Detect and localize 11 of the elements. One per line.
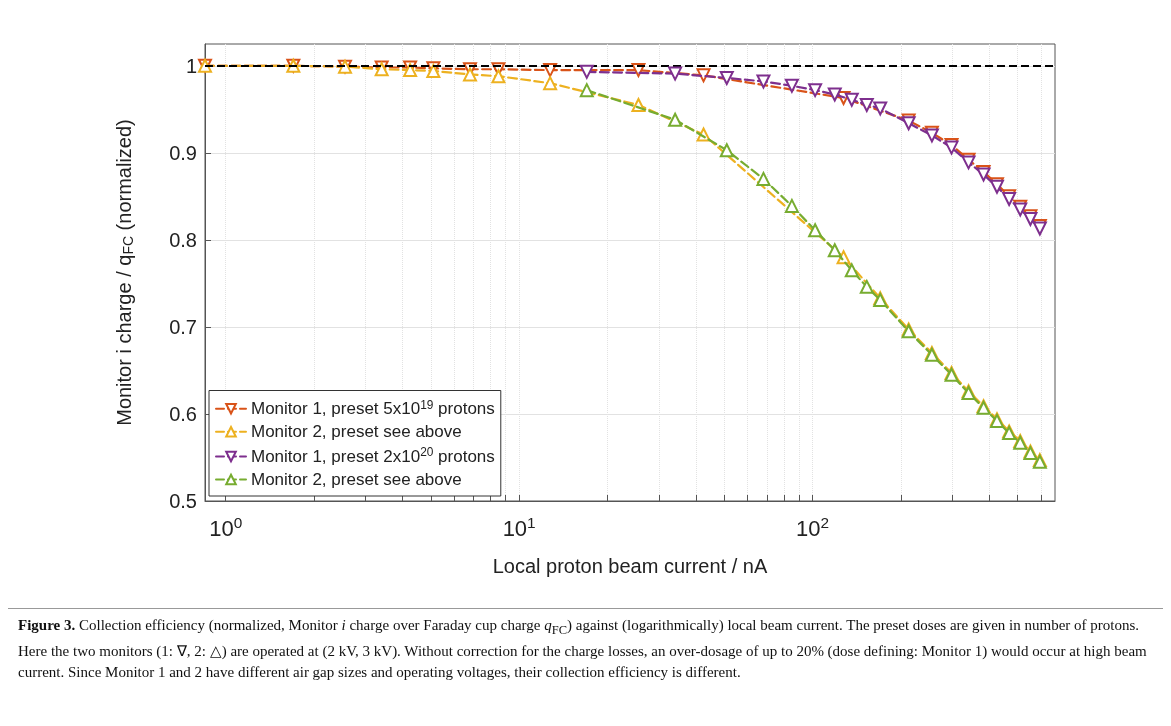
y-tick-label: 0.6 [169,402,197,425]
y-tick-label: 0.9 [169,141,197,164]
y-tick-label: 0.8 [169,228,197,251]
text: Figure 3. Collection efficiency (normalized, Monitor i charge over Faraday cup charge q$_{FC}$) against (logarithmically) local beam current. The preset doses are given in number of protons. Here the two monitors (1: ∇, 2: △) are operated at (2 kV, 3 kV). Without correction for the charge losses, an over-dosage of up to 20% (dose defining: Monitor 1) would occur at high beam current. Since Monitor 1 and 2 have different air gap sizes and operating voltages, their collection efficiency is different. [18,617,1147,680]
x-axis-title: Local proton beam current / nA [492,555,768,577]
y-tick-label: 0.7 [169,315,197,338]
y-axis-title: Monitor i charge / qFC (normalized) [113,119,136,426]
y-tick-label: 1 [185,54,197,77]
legend-label: Monitor 2, preset see above [251,422,462,442]
legend-label: Monitor 2, preset see above [251,470,462,489]
y-tick-label: 0.5 [169,490,197,512]
